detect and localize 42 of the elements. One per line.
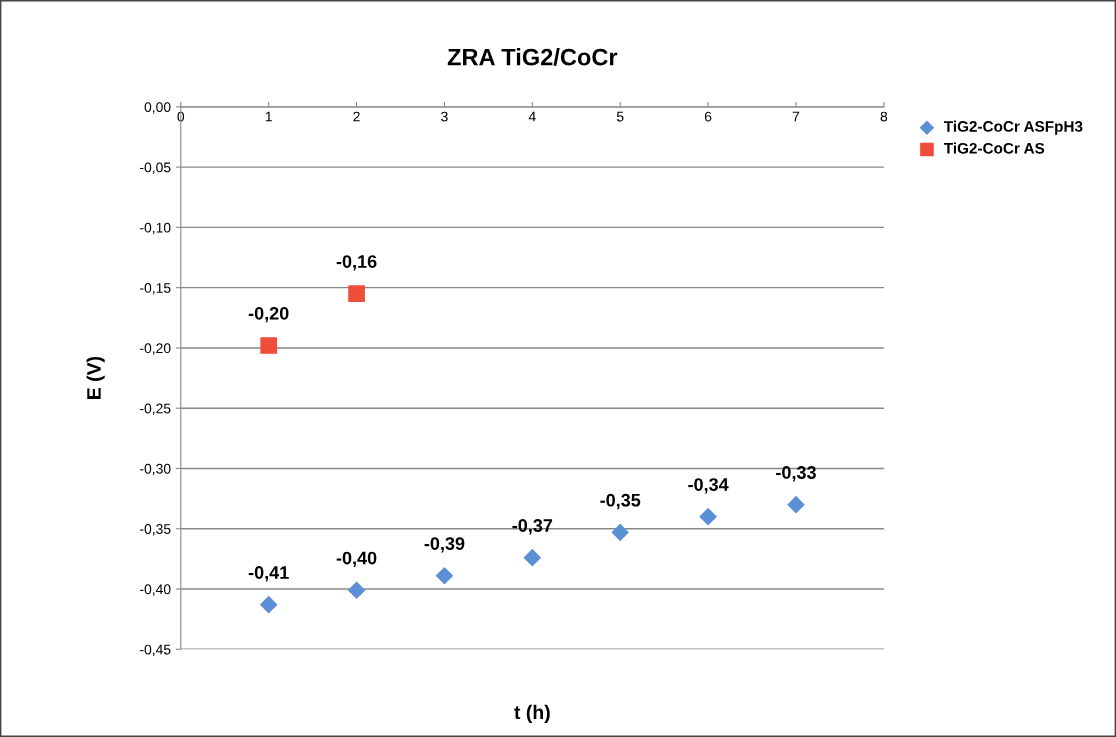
point [260, 596, 278, 614]
point [348, 285, 365, 303]
data-label: -0,39 [424, 537, 465, 553]
x-tick-label: 3 [441, 111, 448, 122]
point [699, 508, 717, 526]
y-tick-label: 0,00 [144, 102, 171, 114]
data-label: -0,20 [248, 306, 289, 323]
point [611, 523, 629, 541]
data-label: -0,41 [248, 566, 289, 582]
legend-label: TiG2-CoCr ASFpH3 [943, 120, 1083, 135]
x-axis-title: t (h) [514, 704, 550, 723]
x-tick-label: 5 [616, 111, 624, 122]
x-tick-label: 0 [177, 111, 185, 122]
x-tick-label: 8 [880, 111, 888, 122]
data-label: -0,34 [688, 478, 729, 494]
y-tick-label: -0,10 [140, 222, 171, 235]
y-tick-label: -0,15 [140, 283, 171, 295]
y-tick-label: -0,05 [140, 162, 171, 174]
point [787, 496, 805, 514]
x-tick-label: 2 [353, 111, 360, 122]
y-tick-label: -0,30 [140, 463, 171, 476]
data-label: -0,37 [512, 519, 553, 535]
point [348, 581, 366, 599]
y-tick-label: -0,40 [140, 584, 171, 596]
data-label: -0,40 [336, 551, 377, 568]
x-tick-label: 4 [528, 111, 536, 122]
point [260, 337, 278, 354]
chart-title: ZRA TiG2/CoCr [447, 48, 618, 66]
x-tick-label: 1 [265, 111, 272, 122]
data-label: -0,33 [776, 466, 816, 482]
x-tick-label: 6 [704, 111, 712, 122]
data-label: -0,35 [600, 493, 641, 510]
y-tick-label: -0,35 [140, 524, 171, 536]
y-tick-label: -0,25 [140, 403, 171, 416]
legend-label: TiG2-CoCr AS [943, 142, 1045, 154]
x-tick-label: 7 [792, 111, 800, 122]
y-tick-label: -0,45 [140, 644, 171, 657]
point [435, 567, 453, 585]
data-label: -0,16 [336, 255, 377, 271]
point [523, 549, 541, 567]
y-axis-title: E (V) [86, 356, 105, 399]
y-tick-label: -0,20 [140, 343, 171, 355]
